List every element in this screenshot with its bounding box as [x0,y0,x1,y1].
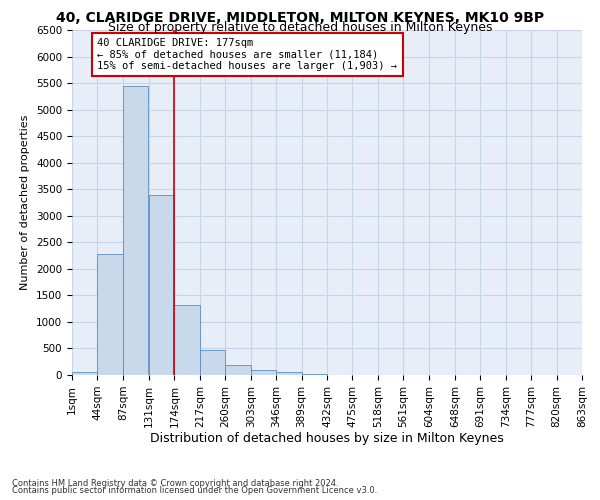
Text: Contains HM Land Registry data © Crown copyright and database right 2024.: Contains HM Land Registry data © Crown c… [12,478,338,488]
Y-axis label: Number of detached properties: Number of detached properties [20,115,31,290]
Bar [123,86,148,375]
Bar [225,365,251,375]
Bar [200,350,225,375]
Text: Contains public sector information licensed under the Open Government Licence v3: Contains public sector information licen… [12,486,377,495]
X-axis label: Distribution of detached houses by size in Milton Keynes: Distribution of detached houses by size … [150,432,504,446]
Text: 40, CLARIDGE DRIVE, MIDDLETON, MILTON KEYNES, MK10 9BP: 40, CLARIDGE DRIVE, MIDDLETON, MILTON KE… [56,11,544,25]
Bar [302,374,327,375]
Bar [251,370,276,375]
Bar [175,306,200,375]
Bar [276,372,302,375]
Bar [97,254,123,375]
Text: 40 CLARIDGE DRIVE: 177sqm
← 85% of detached houses are smaller (11,184)
15% of s: 40 CLARIDGE DRIVE: 177sqm ← 85% of detac… [97,38,397,71]
Bar [149,194,175,375]
Text: Size of property relative to detached houses in Milton Keynes: Size of property relative to detached ho… [108,21,492,34]
Bar [72,372,97,375]
